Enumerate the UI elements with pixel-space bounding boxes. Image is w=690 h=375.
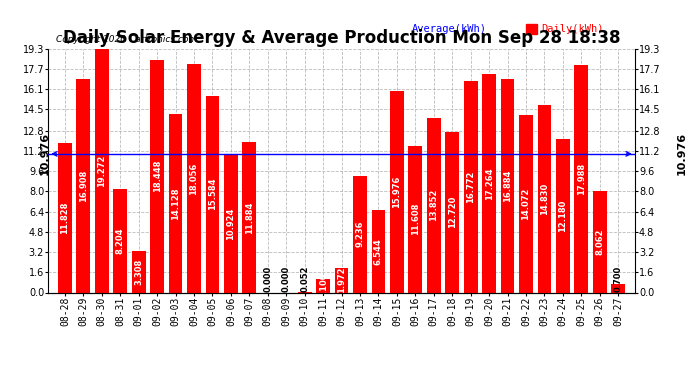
- Text: 0.700: 0.700: [613, 266, 622, 292]
- Title: Daily Solar Energy & Average Production Mon Sep 28 18:38: Daily Solar Energy & Average Production …: [63, 29, 620, 47]
- Bar: [353, 176, 367, 292]
- Text: 10.976: 10.976: [39, 132, 50, 176]
- Text: 1.100: 1.100: [319, 272, 328, 299]
- Text: 17.264: 17.264: [484, 167, 493, 200]
- Text: 15.584: 15.584: [208, 178, 217, 210]
- Text: 8.204: 8.204: [116, 228, 125, 254]
- Bar: [574, 65, 589, 292]
- Text: 12.720: 12.720: [448, 196, 457, 228]
- Bar: [501, 79, 515, 292]
- Bar: [427, 117, 441, 292]
- Text: 18.448: 18.448: [152, 160, 161, 192]
- Text: 15.976: 15.976: [393, 176, 402, 208]
- Text: 18.056: 18.056: [190, 162, 199, 195]
- Text: Average(kWh): Average(kWh): [412, 24, 487, 34]
- Bar: [556, 139, 570, 292]
- Bar: [371, 210, 385, 292]
- Text: 17.988: 17.988: [577, 163, 586, 195]
- Text: 1.972: 1.972: [337, 267, 346, 293]
- Text: 16.772: 16.772: [466, 170, 475, 203]
- Bar: [445, 132, 459, 292]
- Bar: [519, 115, 533, 292]
- Bar: [316, 279, 330, 292]
- Text: Copyright 2020 Cartronics.com: Copyright 2020 Cartronics.com: [56, 35, 197, 44]
- Bar: [58, 143, 72, 292]
- Text: 16.884: 16.884: [503, 170, 512, 202]
- Text: 14.830: 14.830: [540, 183, 549, 215]
- Text: 3.308: 3.308: [134, 258, 143, 285]
- Text: 6.544: 6.544: [374, 238, 383, 264]
- Bar: [408, 146, 422, 292]
- Bar: [593, 190, 607, 292]
- Text: 16.908: 16.908: [79, 170, 88, 202]
- Text: 10.976: 10.976: [677, 132, 687, 176]
- Text: 9.236: 9.236: [355, 221, 364, 248]
- Bar: [187, 64, 201, 292]
- Bar: [150, 60, 164, 292]
- Bar: [242, 142, 256, 292]
- Text: 14.072: 14.072: [522, 188, 531, 220]
- Bar: [538, 105, 551, 292]
- Bar: [168, 114, 182, 292]
- Text: 8.062: 8.062: [595, 228, 604, 255]
- Text: 0.000: 0.000: [264, 266, 273, 292]
- Text: 11.884: 11.884: [245, 201, 254, 234]
- Text: 0.052: 0.052: [300, 266, 309, 292]
- Text: 12.180: 12.180: [558, 200, 567, 232]
- Text: 10.924: 10.924: [226, 207, 235, 240]
- Bar: [95, 49, 109, 292]
- Text: 19.272: 19.272: [97, 154, 106, 187]
- Bar: [132, 251, 146, 292]
- Bar: [482, 75, 496, 292]
- Bar: [464, 81, 477, 292]
- Bar: [335, 268, 348, 292]
- Bar: [77, 79, 90, 292]
- Bar: [611, 284, 625, 292]
- Bar: [206, 96, 219, 292]
- Text: 0.000: 0.000: [282, 266, 290, 292]
- Text: 11.608: 11.608: [411, 203, 420, 236]
- Bar: [224, 154, 238, 292]
- Bar: [526, 24, 537, 34]
- Bar: [113, 189, 127, 292]
- Bar: [390, 91, 404, 292]
- Text: Daily(kWh): Daily(kWh): [541, 24, 604, 34]
- Text: 11.828: 11.828: [61, 202, 70, 234]
- Text: 13.852: 13.852: [429, 189, 438, 221]
- Text: 14.128: 14.128: [171, 187, 180, 219]
